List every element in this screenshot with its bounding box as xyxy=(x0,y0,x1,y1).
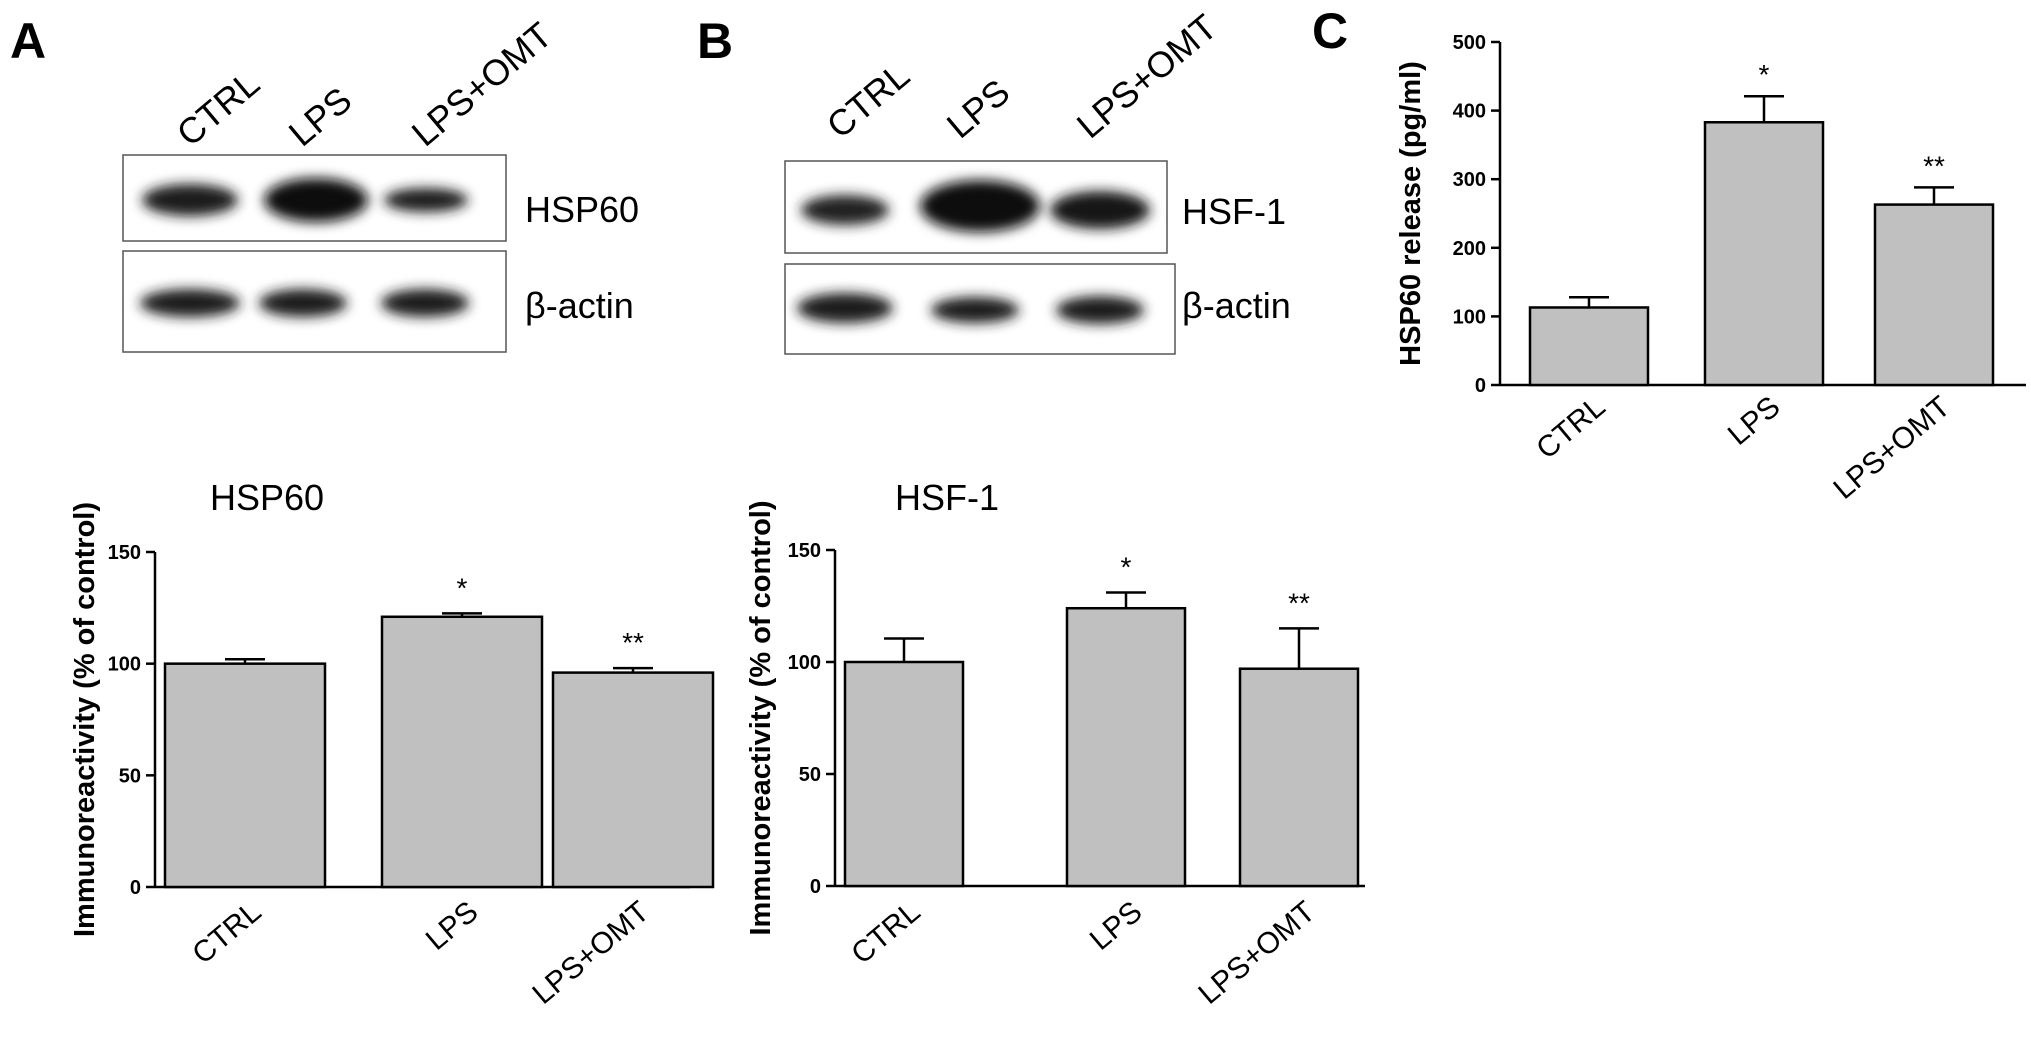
chart-release-bar-1 xyxy=(1703,121,1825,387)
blot-a-hsp60-band-ctrl xyxy=(142,184,238,216)
blot-b-label-actin: β-actin xyxy=(1182,285,1291,326)
blot-b-hsf1-band-lps-omt xyxy=(1050,191,1150,229)
chart-release-category-label-1: LPS xyxy=(1722,390,1787,452)
chart-hsf1-significance-1: * xyxy=(1121,552,1132,583)
chart-release-category-label-2: LPS+OMT xyxy=(1827,390,1956,506)
chart-hsf1-category-label-2: LPS+OMT xyxy=(1192,895,1321,1011)
blot-a-hsp60-bands xyxy=(142,178,468,222)
chart-release-significance-1: * xyxy=(1759,59,1770,90)
chart-hsp60-y-axis-title: Immunoreactivity (% of control) xyxy=(69,502,101,937)
chart-hsf1-y-tick-label: 0 xyxy=(810,876,821,898)
blot-b-label-hsf1: HSF-1 xyxy=(1182,191,1286,232)
blot-a-hsp60-band-lps xyxy=(264,178,368,222)
chart-hsf1-bar-2 xyxy=(1238,667,1360,888)
chart-hsp60-y-tick-label: 0 xyxy=(130,877,141,899)
blot-a-actin-band-lps xyxy=(259,289,347,317)
blot-a-actin-band-lps-omt xyxy=(381,289,469,317)
chart-release-y-tick-label: 200 xyxy=(1453,238,1486,260)
chart-hsp60-bar-2 xyxy=(551,671,715,889)
chart-release-y-axis-title: HSP60 release (pg/ml) xyxy=(1395,61,1427,366)
chart-hsf1-y-tick-label: 150 xyxy=(788,540,821,562)
blot-a-actin-band-ctrl xyxy=(140,289,240,317)
chart-hsf1-category-label-1: LPS xyxy=(1084,895,1149,957)
chart-hsf1-y-axis-title: Immunoreactivity (% of control) xyxy=(745,500,777,935)
blot-a-label-hsp60: HSP60 xyxy=(525,189,639,230)
chart-hsp60-significance-2: ** xyxy=(622,627,644,658)
blot-b-actin-band-ctrl xyxy=(797,293,893,323)
western-blot-b: CTRL LPS LPS+OMT HSF-1 β-actin xyxy=(784,6,1291,355)
blot-a-label-actin: β-actin xyxy=(525,285,634,326)
chart-hsp60-bar-1 xyxy=(380,615,544,889)
blot-b-actin-bands xyxy=(797,293,1144,324)
blot-a-hsp60-band-lps-omt xyxy=(384,188,468,212)
chart-release-y-tick-label: 300 xyxy=(1453,169,1486,191)
bar-chart-hsp60-release: 0 100 200 300 400 500 HSP60 release (pg/ml) CTR… xyxy=(1395,32,2026,506)
blot-a-lane-label-lps-omt: LPS+OMT xyxy=(404,14,560,154)
chart-release-bar-2 xyxy=(1873,203,1995,387)
bar-chart-hsf1: HSF-1 0 50 100 150 Immunoreactivity (% of con… xyxy=(745,477,1365,1011)
chart-hsf1-title: HSF-1 xyxy=(895,477,999,518)
blot-b-actin-band-lps xyxy=(931,297,1019,323)
chart-hsp60-y-tick-label: 50 xyxy=(119,765,141,787)
blot-b-hsf1-band-ctrl xyxy=(801,195,889,225)
panel-letter-b: B xyxy=(697,13,733,69)
chart-hsp60-y-tick-label: 150 xyxy=(108,542,141,564)
chart-release-y-tick-label: 0 xyxy=(1475,375,1486,397)
chart-release-y-tick-label: 500 xyxy=(1453,32,1486,54)
blot-b-lane-label-lps: LPS xyxy=(939,71,1017,146)
panel-letter-c: C xyxy=(1312,3,1348,59)
chart-release-significance-2: ** xyxy=(1923,150,1945,181)
chart-hsp60-significance-1: * xyxy=(457,572,468,603)
blot-a-lane-label-lps: LPS xyxy=(281,79,359,154)
chart-hsp60-category-label-2: LPS+OMT xyxy=(526,895,655,1011)
chart-hsf1-bar-1 xyxy=(1065,606,1187,888)
blot-b-lane-label-lps-omt: LPS+OMT xyxy=(1069,6,1225,146)
blot-a-lane-label-ctrl: CTRL xyxy=(169,62,267,154)
chart-hsf1-category-label-0: CTRL xyxy=(845,895,926,971)
chart-release-y-tick-label: 400 xyxy=(1453,101,1486,123)
chart-release-category-label-0: CTRL xyxy=(1530,390,1611,466)
chart-release-y-tick-label: 100 xyxy=(1453,306,1486,328)
chart-hsf1-bar-0 xyxy=(843,660,965,888)
western-blot-a: CTRL LPS LPS+OMT HSP60 β-actin xyxy=(122,14,639,353)
chart-release-bar-0 xyxy=(1528,306,1650,387)
panel-letter-a: A xyxy=(10,13,46,69)
chart-hsf1-y-tick-label: 50 xyxy=(799,764,821,786)
blot-b-lane-label-ctrl: CTRL xyxy=(819,54,917,146)
chart-hsf1-y-tick-label: 100 xyxy=(788,652,821,674)
chart-hsp60-category-label-1: LPS xyxy=(420,895,485,957)
chart-hsf1-significance-2: ** xyxy=(1288,587,1310,618)
chart-hsp60-bar-0 xyxy=(163,662,327,889)
chart-hsp60-category-label-0: CTRL xyxy=(186,895,267,971)
chart-hsp60-title: HSP60 xyxy=(210,477,324,518)
bar-chart-hsp60: HSP60 0 50 100 150 Immunoreactivity (% of con… xyxy=(69,477,715,1011)
blot-b-actin-band-lps-omt xyxy=(1056,296,1144,324)
chart-hsp60-y-tick-label: 100 xyxy=(108,654,141,676)
blot-b-hsf1-bands xyxy=(801,180,1150,232)
blot-a-actin-bands xyxy=(140,289,469,317)
blot-b-hsf1-band-lps xyxy=(920,180,1040,232)
